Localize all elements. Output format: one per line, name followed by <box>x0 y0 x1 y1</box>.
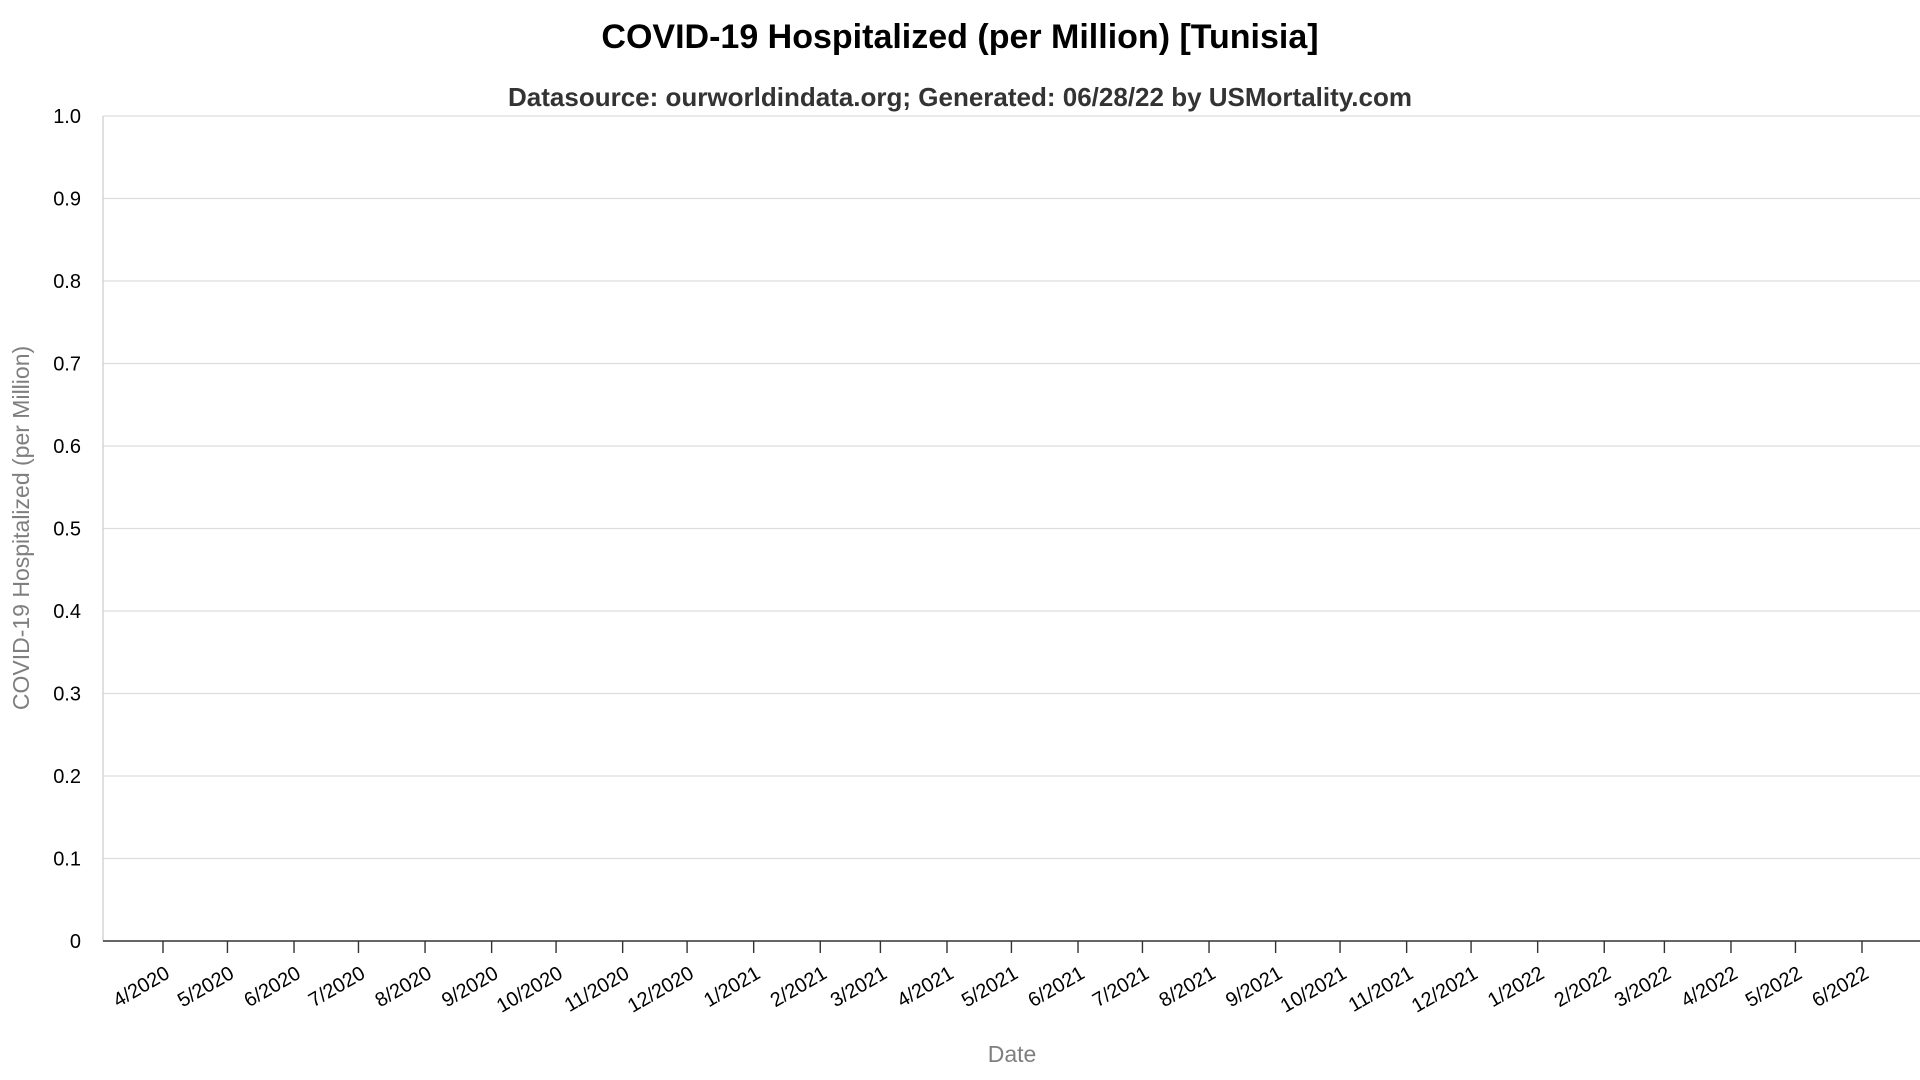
x-tick-label: 11/2020 <box>561 962 633 1016</box>
x-tick-label: 6/2020 <box>241 962 305 1012</box>
x-axis: 4/2020 5/2020 6/2020 7/2020 8/2020 9/202010/2… <box>103 940 1920 1017</box>
x-tick-label: 10/2021 <box>1277 962 1351 1017</box>
y-tick-label: 0.7 <box>53 354 81 376</box>
y-axis: 0 0.1 0.2 0.3 0.4 0.5 0.6 0.7 0.8 0.9 1.0 <box>53 106 104 953</box>
x-tick-label: 4/2021 <box>894 962 958 1012</box>
y-tick-label: 0.1 <box>53 849 81 871</box>
y-tick-label: 0.9 <box>53 189 81 211</box>
x-tick-label: 12/2020 <box>624 962 698 1017</box>
x-tick-label: 2/2022 <box>1551 962 1615 1012</box>
x-tick-label: 8/2021 <box>1156 962 1220 1012</box>
chart-title: COVID-19 Hospitalized (per Million) [Tun… <box>601 18 1318 56</box>
x-tick-label: 5/2021 <box>958 962 1022 1012</box>
y-tick-label: 0.4 <box>53 601 81 623</box>
y-tick-label: 0.2 <box>53 766 81 788</box>
x-tick-label: 5/2020 <box>174 962 238 1012</box>
x-tick-label: 8/2020 <box>372 962 436 1012</box>
x-tick-label: 5/2022 <box>1742 962 1806 1012</box>
x-tick-label: 6/2021 <box>1025 962 1089 1012</box>
x-tick-label: 11/2021 <box>1345 962 1417 1016</box>
x-tick-label: 7/2020 <box>305 962 369 1012</box>
x-tick-label: 1/2022 <box>1484 962 1548 1012</box>
y-tick-label: 0.3 <box>53 684 81 706</box>
x-tick-label: 3/2022 <box>1611 962 1675 1012</box>
y-tick-label: 1.0 <box>53 106 81 128</box>
y-tick-label: 0.5 <box>53 519 81 541</box>
x-tick-label: 10/2020 <box>493 962 567 1017</box>
grid <box>103 115 1920 860</box>
x-tick-label: 7/2021 <box>1089 962 1153 1012</box>
x-tick-label: 4/2020 <box>110 962 174 1012</box>
x-tick-label: 1/2021 <box>700 962 764 1012</box>
chart-subtitle: Datasource: ourworldindata.org; Generate… <box>508 82 1412 112</box>
y-tick-label: 0.8 <box>53 271 81 293</box>
x-tick-label: 3/2021 <box>827 962 891 1012</box>
x-tick-label: 2/2021 <box>767 962 831 1012</box>
x-axis-title: Date <box>988 1041 1037 1067</box>
x-tick-label: 9/2020 <box>438 962 502 1012</box>
y-axis-title: COVID-19 Hospitalized (per Million) <box>8 346 34 710</box>
x-tick-label: 4/2022 <box>1678 962 1742 1012</box>
x-tick-label: 6/2022 <box>1809 962 1873 1012</box>
x-tick-label: 12/2021 <box>1408 962 1482 1017</box>
y-tick-label: 0.6 <box>53 436 81 458</box>
y-tick-label: 0 <box>70 931 81 953</box>
x-tick-label: 9/2021 <box>1222 962 1286 1012</box>
